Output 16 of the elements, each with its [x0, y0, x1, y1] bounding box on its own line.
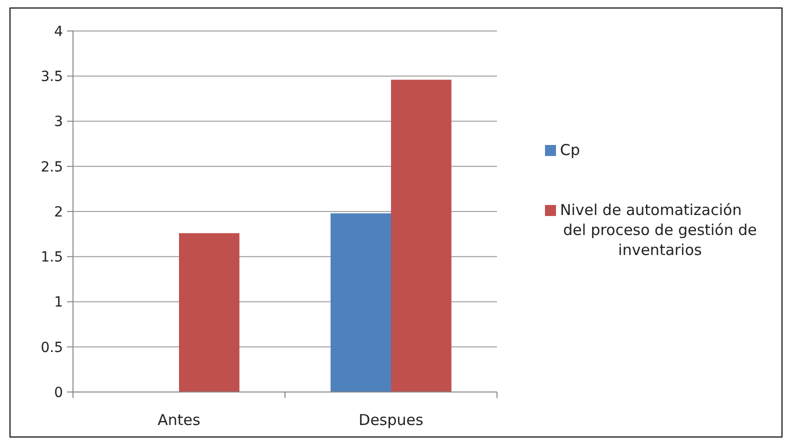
bar [391, 80, 452, 392]
y-tick-label: 0.5 [40, 340, 63, 356]
y-tick-label: 4 [54, 24, 64, 40]
y-tick-label: 3 [54, 114, 63, 130]
x-tick-label: Antes [158, 411, 201, 429]
y-tick-label: 1.5 [40, 250, 63, 266]
bar [330, 213, 391, 392]
bar [179, 233, 240, 392]
y-tick-label: 3.5 [40, 69, 63, 86]
y-tick-label: 2.5 [40, 159, 63, 176]
legend-label: Nivel de automatización del proceso de gestión de inventarios [560, 201, 757, 259]
y-tick-label: 0 [54, 384, 63, 401]
legend-label: Cp [560, 141, 580, 159]
y-tick-label: 1 [54, 294, 63, 311]
y-tick-label: 2 [54, 204, 63, 220]
x-tick-label: Despues [358, 411, 424, 429]
